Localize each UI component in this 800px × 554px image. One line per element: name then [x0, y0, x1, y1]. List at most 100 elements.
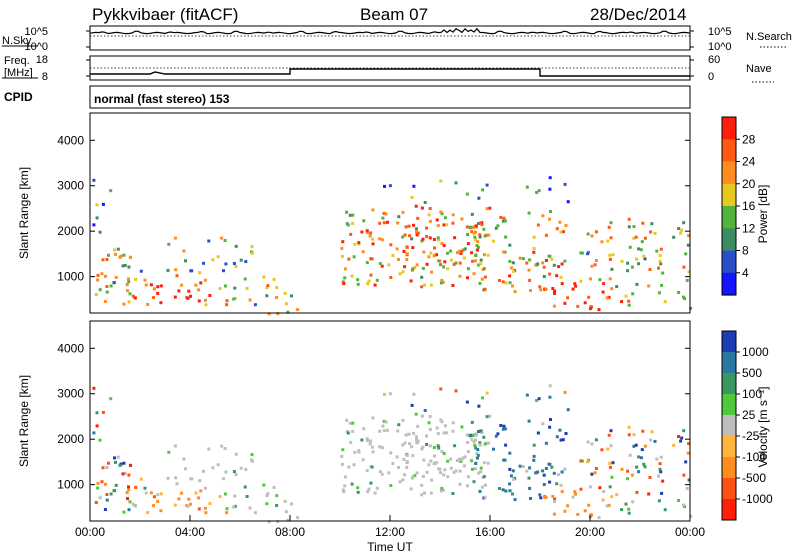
velocity-cell [474, 467, 477, 471]
power-cell [175, 274, 179, 278]
velocity-cell [223, 447, 227, 450]
power-cell [143, 278, 147, 282]
power-cell [350, 274, 354, 278]
velocity-cell [105, 466, 109, 469]
velocity-cell [470, 438, 474, 442]
power-cell [689, 306, 693, 310]
velocity-cell [677, 499, 681, 502]
power-cell [421, 266, 425, 270]
velocity-cell [470, 420, 474, 424]
power-cell [443, 260, 447, 264]
power-cell [643, 236, 647, 240]
power-cell [391, 254, 395, 257]
velocity-cell [658, 462, 662, 466]
power-cell [373, 283, 377, 287]
power-cell [563, 301, 567, 305]
power-cell [342, 282, 346, 286]
velocity-cell [532, 454, 536, 458]
power-cell [94, 293, 98, 296]
power-cell [479, 258, 483, 262]
power-cell [114, 275, 118, 279]
velocity-cell [548, 395, 552, 399]
velocity-cell [378, 445, 382, 449]
power-cell [682, 295, 685, 299]
velocity-cell [684, 460, 688, 464]
power-cell [659, 262, 663, 266]
velocity-cell [602, 490, 606, 494]
power-cell [367, 279, 371, 283]
power-cell [550, 257, 554, 261]
power-cell [101, 202, 105, 206]
power-cell [96, 278, 100, 282]
velocity-cell [481, 396, 485, 400]
power-cell [133, 296, 137, 300]
power-cell [415, 263, 419, 267]
velocity-cell [532, 443, 536, 447]
colorbar-swatch [722, 183, 736, 207]
velocity-cell [125, 491, 129, 495]
power-cell [173, 295, 177, 299]
velocity-cell [98, 438, 102, 442]
velocity-cell [663, 508, 667, 512]
colorbar-tick-label: -500 [742, 471, 766, 485]
power-cell [657, 291, 661, 295]
power-cell [125, 283, 129, 287]
velocity-cell [470, 459, 474, 463]
power-cell [586, 232, 590, 236]
velocity-cell [415, 435, 418, 439]
power-cell [340, 246, 344, 250]
velocity-cell [458, 457, 462, 461]
velocity-cell [480, 485, 484, 489]
velocity-cell [353, 450, 357, 454]
power-cell [194, 283, 198, 287]
velocity-cell [420, 493, 424, 497]
power-heatmap-panel: 1000 2000 3000 4000 Slant Range [km] [17, 112, 693, 316]
power-cell [542, 265, 546, 269]
velocity-cell [422, 458, 426, 462]
velocity-cell [508, 467, 512, 471]
power-cell [661, 271, 665, 275]
power-cell [502, 216, 506, 220]
power-cell [460, 217, 464, 221]
velocity-cell [475, 456, 479, 460]
velocity-cell [356, 490, 360, 494]
power-cell [156, 292, 160, 295]
power-cell [286, 310, 290, 314]
velocity-cell [474, 432, 478, 436]
power-cell [601, 290, 605, 294]
power-cell [131, 294, 135, 298]
power-cell [532, 250, 536, 254]
power-cell [432, 238, 436, 241]
power-cell [389, 276, 393, 279]
velocity-cell [566, 408, 570, 412]
velocity-cell [478, 489, 482, 493]
power-cell [451, 284, 455, 287]
velocity-cell [535, 399, 539, 402]
power-cell [186, 296, 190, 300]
velocity-cell [478, 441, 482, 445]
power-cell [687, 234, 691, 238]
power-cell [378, 237, 382, 241]
power-cell [223, 239, 227, 242]
velocity-cell [482, 435, 486, 439]
velocity-cell [239, 466, 243, 470]
power-cell [440, 212, 444, 216]
velocity-cell [348, 421, 352, 425]
power-cell [663, 300, 667, 304]
power-cell [387, 263, 391, 267]
power-cell [602, 282, 606, 286]
freq-label-2: [MHz] [4, 67, 33, 79]
power-cell [608, 277, 612, 281]
power-cell [112, 281, 116, 285]
power-cell [610, 287, 614, 291]
power-cell [421, 237, 425, 241]
power-cell [626, 261, 630, 265]
velocity-cell [425, 443, 429, 446]
power-cell [458, 261, 462, 265]
velocity-cell [544, 441, 548, 445]
velocity-cell [626, 469, 630, 473]
velocity-cell [95, 411, 99, 415]
velocity-cell [265, 494, 269, 498]
power-cell [560, 262, 564, 266]
power-cell [152, 287, 156, 291]
